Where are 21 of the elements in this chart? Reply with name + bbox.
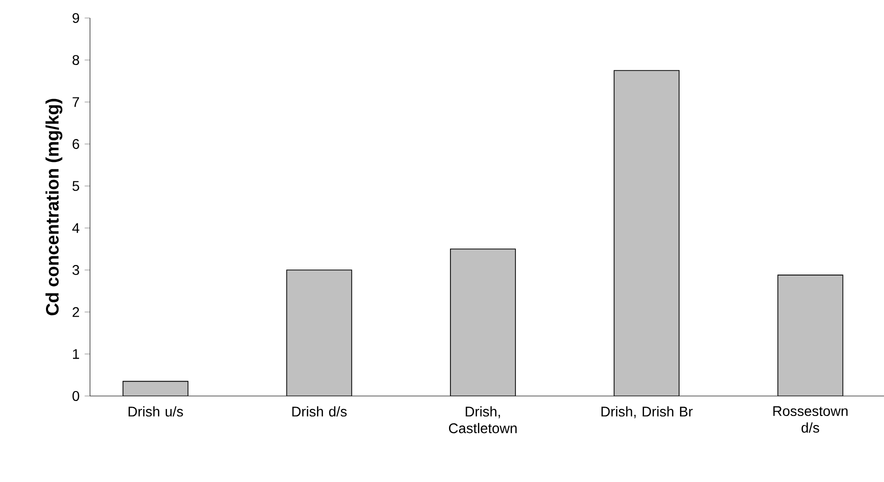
x-tick-label: Drish u/s	[128, 406, 183, 417]
y-tick-label: 7	[72, 97, 80, 107]
bar	[614, 70, 680, 396]
y-tick-label: 3	[72, 265, 80, 275]
y-tick-label: 1	[73, 349, 80, 359]
bar	[777, 274, 844, 396]
y-tick-label: 5	[72, 181, 80, 191]
y-tick-label: 9	[72, 13, 80, 23]
y-tick-label: 8	[72, 55, 80, 65]
y-axis-title: Cd concentration (mg/kg)	[45, 98, 62, 316]
y-tick-label: 0	[72, 391, 80, 401]
bar	[122, 380, 188, 396]
bar	[450, 248, 516, 396]
x-tick-label: Drish, Castletown	[448, 406, 517, 434]
y-tick-label: 2	[72, 307, 80, 317]
bar	[286, 270, 352, 396]
x-tick-label: Drish, Drish Br	[601, 406, 693, 418]
y-tick-label: 4	[72, 223, 80, 233]
x-tick-label: Drish d/s	[292, 406, 347, 417]
x-tick-label: Rossestown d/s	[773, 406, 848, 433]
y-tick-label: 6	[72, 139, 80, 149]
